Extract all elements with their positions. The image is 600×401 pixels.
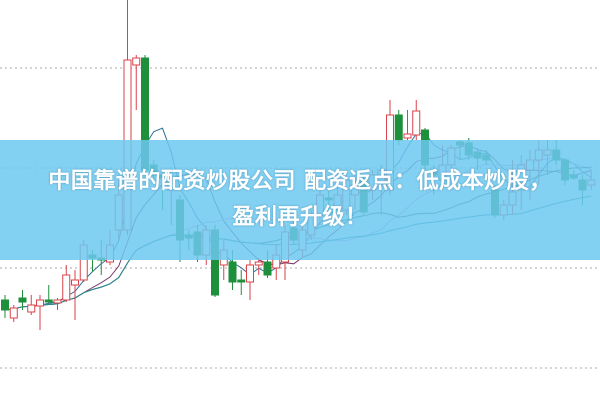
candle-body [71,279,79,286]
headline-line-1: 中国靠谱的配资炒股公司 配资返点：低成本炒股， [48,169,552,194]
candle-body [237,279,246,283]
candle-body [263,261,272,276]
candle [246,260,254,300]
candle-body [53,299,62,304]
candle-body [44,299,53,303]
candle-body [412,110,421,136]
candle [53,298,62,310]
candle [18,290,27,310]
headline-line-2: 盈利再升级！ [232,205,368,230]
candle [412,100,421,140]
candle-body [9,307,18,319]
candle [36,295,44,330]
headline-banner: 中国靠谱的配资炒股公司 配资返点：低成本炒股， 盈利再升级！ [0,140,600,260]
candle-body [403,133,412,139]
candle [132,55,141,110]
candle [237,270,246,295]
candle-body [1,299,9,311]
candle [1,295,9,318]
candle-body [27,304,36,313]
candle-body [228,261,237,283]
candle [9,305,18,322]
candle [62,265,71,302]
candle-body [246,264,254,283]
candle-body [36,299,44,307]
candle-body [132,57,141,66]
candle [403,110,412,140]
candle-body [254,261,263,266]
candle-body [18,297,27,303]
candle [44,285,53,303]
candle-body [62,274,71,301]
candle [254,258,263,275]
candle [71,270,79,320]
candle-body [394,114,403,141]
candle [27,295,36,315]
